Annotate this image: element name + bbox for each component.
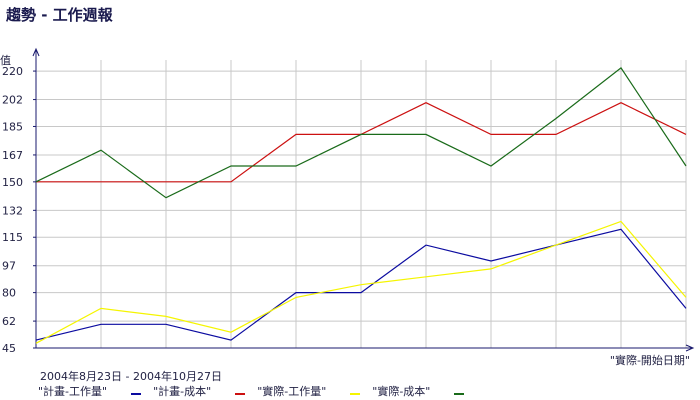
y-tick-label: 202 — [2, 94, 23, 107]
legend-item: "實際-工作量" — [257, 383, 372, 399]
y-axis-arrow — [32, 47, 40, 57]
y-tick-label: 167 — [2, 149, 23, 162]
legend-label: "實際-成本" — [372, 385, 431, 398]
series-line-3 — [35, 220, 687, 344]
y-tick-label: 45 — [2, 342, 16, 355]
x-axis-arrow — [685, 344, 695, 352]
series-lines — [35, 67, 687, 344]
axes — [32, 47, 695, 352]
grid — [36, 60, 687, 348]
legend-item: "計畫-工作量" — [38, 383, 153, 399]
x-axis-label: "實際-開始日期" — [610, 353, 690, 367]
series-line-4 — [35, 67, 687, 199]
legend-item: "實際-成本" — [372, 383, 476, 399]
chart-title: 趨勢 - 工作週報 — [6, 6, 113, 24]
y-tick-label: 62 — [2, 315, 16, 328]
y-tick-label: 220 — [2, 65, 23, 78]
legend-label: "實際-工作量" — [257, 385, 327, 398]
y-tick-label: 80 — [2, 287, 16, 300]
legend-item: "計畫-成本" — [153, 383, 257, 399]
y-tick-label: 97 — [2, 260, 16, 273]
legend: "計畫-工作量" "計畫-成本" "實際-工作量" "實際-成本" — [38, 383, 476, 399]
y-axis-label: 值 — [0, 54, 11, 67]
y-tick-label: 185 — [2, 120, 23, 133]
y-tick-label: 115 — [2, 231, 23, 244]
y-tick-label: 150 — [2, 176, 23, 189]
legend-swatch — [235, 393, 246, 395]
series-line-1 — [35, 228, 687, 341]
legend-label: "計畫-工作量" — [38, 385, 108, 398]
date-range-label: 2004年8月23日 - 2004年10月27日 — [40, 370, 222, 383]
legend-swatch — [350, 393, 361, 395]
legend-swatch — [131, 393, 142, 395]
legend-label: "計畫-成本" — [153, 385, 212, 398]
y-tick-label: 132 — [2, 204, 23, 217]
legend-swatch — [454, 393, 465, 395]
